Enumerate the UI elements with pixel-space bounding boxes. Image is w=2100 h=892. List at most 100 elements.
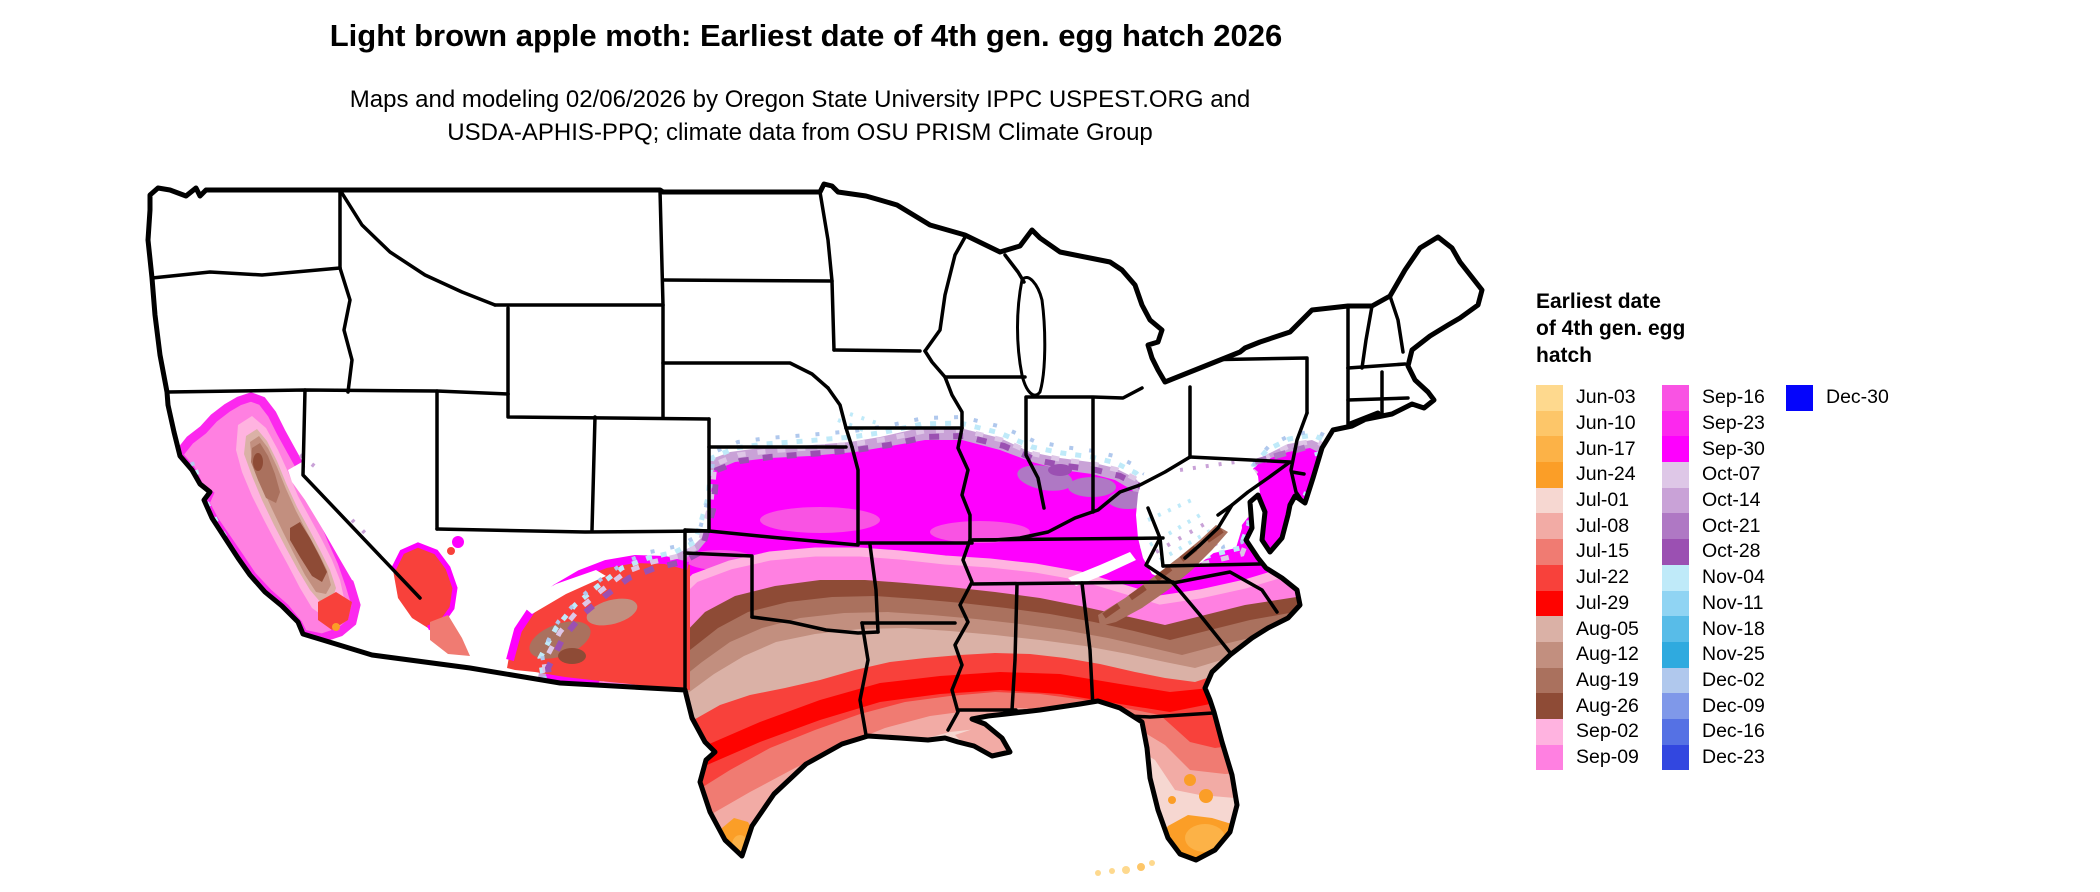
purple-patch-dark (1048, 464, 1072, 476)
legend-label: Dec-09 (1702, 694, 1765, 717)
river-arm (430, 615, 470, 656)
legend-row: Dec-09 (1662, 693, 1765, 719)
legend-swatch (1536, 410, 1563, 437)
utah-speck (452, 536, 464, 548)
florida-orange-dot (1199, 789, 1213, 803)
legend-row: Oct-14 (1662, 487, 1765, 514)
band-jul15 (500, 692, 1482, 860)
legend-column-2: Sep-16 Sep-23 Sep-30 Oct-07 Oct-14 Oct-2… (1662, 385, 1765, 771)
legend-swatch (1536, 487, 1563, 514)
legend-swatch (1536, 436, 1563, 463)
legend-row: Dec-30 (1786, 385, 1889, 411)
legend-label: Sep-09 (1576, 745, 1639, 768)
ca-valley-dark-n (253, 453, 263, 471)
legend-swatch (1536, 590, 1563, 617)
legend-label: Dec-23 (1702, 745, 1765, 768)
legend-label: Jul-01 (1576, 489, 1630, 512)
mojave-red (393, 545, 455, 628)
legend-label: Jun-10 (1576, 412, 1636, 435)
legend-title: Earliest date of 4th gen. egg hatch (1536, 290, 1686, 367)
legend-label: Sep-30 (1702, 437, 1765, 460)
legend-swatch (1536, 539, 1563, 565)
appalachia-white (1136, 447, 1260, 580)
legend-label: Jun-24 (1576, 463, 1636, 486)
legend-row: Oct-21 (1662, 513, 1765, 540)
legend-swatch (1662, 513, 1689, 540)
legend-row: Aug-19 (1536, 667, 1639, 694)
legend-label: Jun-03 (1576, 386, 1636, 409)
legend-label: Aug-12 (1576, 643, 1639, 666)
band-jul29 (700, 672, 1240, 768)
legend-row: Jul-08 (1536, 513, 1639, 540)
legend-label: Dec-02 (1702, 668, 1765, 691)
legend-row: Dec-02 (1662, 667, 1765, 694)
legend-label: Nov-04 (1702, 566, 1765, 589)
legend-swatch (1536, 693, 1563, 719)
legend-row: Aug-26 (1536, 693, 1639, 719)
socal-red (318, 592, 352, 630)
appalachia-specks2 (1155, 460, 1236, 574)
lake-michigan (1016, 276, 1047, 397)
legend-row: Jun-24 (1536, 462, 1639, 488)
us-outline (145, 181, 1485, 863)
legend-label: Sep-16 (1702, 386, 1765, 409)
east-tn-white (1068, 552, 1136, 586)
az-brown (586, 598, 638, 626)
legend: Earliest date of 4th gen. egg hatch Jun-… (1536, 288, 2096, 771)
legend-swatch (1662, 410, 1689, 437)
legend-swatch (1662, 693, 1689, 719)
florida-orange-dot (1184, 774, 1196, 786)
legend-label: Oct-28 (1702, 540, 1761, 563)
subtitle-line1: Maps and modeling 02/06/2026 by Oregon S… (349, 86, 1251, 113)
mogollon-white (520, 570, 606, 614)
legend-swatch (1662, 667, 1689, 694)
legend-row: Jul-29 (1536, 590, 1639, 617)
legend-swatch (1536, 667, 1563, 694)
legend-label: Nov-18 (1702, 617, 1765, 640)
legend-row: Sep-16 (1662, 385, 1765, 411)
legend-row: Jul-15 (1536, 539, 1639, 565)
florida-jun17-core (1185, 824, 1225, 852)
legend-row: Nov-11 (1662, 590, 1765, 617)
legend-swatch (1536, 513, 1563, 540)
legend-row: Jun-10 (1536, 410, 1639, 437)
legend-swatch (1536, 744, 1563, 771)
legend-row: Dec-16 (1662, 718, 1765, 745)
legend-label: Sep-23 (1702, 412, 1765, 435)
legend-label: Nov-11 (1702, 591, 1764, 614)
fringe-dec02 (539, 414, 1342, 681)
subtitle-line2: USDA-APHIS-PPQ; climate data from OSU PR… (447, 119, 1153, 146)
florida-orange-dot (1168, 796, 1176, 804)
az-brown-dark (558, 648, 586, 664)
legend-swatch (1662, 564, 1689, 591)
legend-label: Dec-16 (1702, 720, 1765, 743)
legend-swatch (1536, 718, 1563, 745)
legend-label: Jun-17 (1576, 437, 1636, 460)
appalachia-specks (1147, 496, 1217, 562)
utah-speck (447, 547, 455, 555)
legend-label: Jul-29 (1576, 591, 1630, 614)
legend-label: Oct-21 (1702, 514, 1761, 537)
legend-row: Sep-30 (1662, 436, 1765, 463)
legend-row: Jun-17 (1536, 436, 1639, 463)
ca-valley-core-s (290, 522, 327, 582)
legend-row: Nov-25 (1662, 641, 1765, 668)
legend-label: Aug-05 (1576, 617, 1639, 640)
legend-label: Dec-30 (1826, 386, 1889, 409)
sierra-white (288, 462, 360, 584)
state-borders (150, 188, 1410, 737)
legend-swatch (1662, 539, 1689, 565)
legend-swatch (1662, 616, 1689, 642)
legend-row: Nov-04 (1662, 564, 1765, 591)
legend-swatch (1662, 718, 1689, 745)
legend-label: Nov-25 (1702, 643, 1765, 666)
legend-row: Jul-01 (1536, 487, 1639, 514)
legend-column-3: Dec-30 (1786, 385, 1889, 411)
legend-row: Oct-28 (1662, 539, 1765, 565)
socal-orange-dot (332, 623, 340, 631)
legend-label: Sep-02 (1576, 720, 1639, 743)
legend-row: Dec-23 (1662, 744, 1765, 771)
legend-row: Sep-23 (1662, 410, 1765, 437)
iowa-specks (837, 412, 881, 434)
legend-swatch (1662, 487, 1689, 514)
